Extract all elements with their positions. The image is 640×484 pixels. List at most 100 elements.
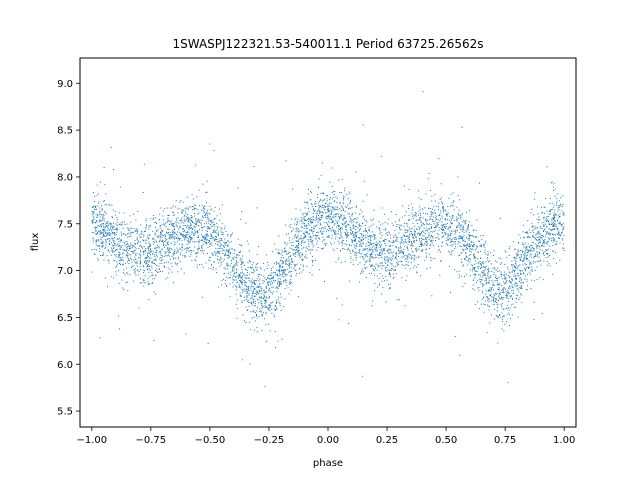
data-point: [106, 229, 108, 231]
data-point: [194, 232, 196, 234]
data-point: [497, 270, 499, 272]
data-point: [125, 281, 127, 283]
data-point: [305, 235, 306, 237]
data-point: [244, 285, 246, 287]
data-point: [191, 238, 192, 240]
data-point: [491, 296, 493, 298]
data-point: [148, 256, 150, 258]
data-point: [493, 266, 495, 268]
data-point: [408, 253, 410, 255]
data-point: [478, 289, 480, 291]
data-point: [505, 278, 506, 280]
data-point: [143, 280, 145, 281]
data-point: [456, 226, 458, 228]
data-point: [294, 219, 296, 221]
data-point: [226, 276, 228, 278]
data-point: [373, 242, 375, 244]
data-point: [145, 218, 147, 220]
data-point: [357, 237, 359, 238]
data-point: [520, 285, 522, 287]
data-point: [375, 254, 377, 256]
data-point: [530, 288, 532, 290]
data-point: [442, 227, 443, 228]
data-point: [204, 237, 206, 239]
data-point: [429, 223, 431, 225]
data-point: [448, 227, 450, 229]
data-point: [438, 245, 439, 247]
data-point: [94, 254, 96, 255]
data-point: [258, 315, 260, 317]
data-point: [189, 255, 191, 257]
data-point: [129, 233, 131, 235]
data-point: [350, 220, 352, 222]
data-point: [532, 236, 534, 237]
data-point: [91, 232, 93, 233]
data-point: [378, 221, 380, 223]
data-point: [527, 274, 529, 275]
data-point: [489, 260, 491, 262]
data-point: [463, 234, 465, 236]
data-point: [379, 240, 380, 242]
data-point: [504, 250, 506, 252]
data-point: [233, 264, 235, 266]
data-point: [143, 266, 145, 268]
data-point: [430, 227, 432, 229]
data-point: [91, 211, 93, 213]
data-point: [265, 279, 267, 280]
data-point: [387, 269, 389, 271]
data-point: [563, 211, 565, 213]
data-point: [416, 266, 418, 268]
data-point: [473, 255, 475, 257]
data-point: [264, 300, 265, 301]
data-point: [173, 238, 175, 240]
data-point: [369, 264, 371, 266]
data-point: [264, 303, 266, 305]
data-point: [237, 281, 238, 283]
data-point: [156, 252, 157, 254]
data-point: [202, 207, 204, 209]
data-point: [294, 256, 296, 258]
data-point: [160, 257, 162, 258]
data-point: [493, 250, 495, 252]
data-point: [526, 249, 528, 251]
data-point: [554, 223, 556, 225]
data-point: [349, 207, 351, 209]
data-point: [314, 209, 316, 211]
data-point: [525, 268, 527, 270]
data-point: [495, 294, 497, 296]
data-point: [95, 240, 97, 242]
data-point: [483, 266, 485, 268]
data-point: [503, 281, 504, 283]
data-point: [337, 225, 339, 227]
data-point: [199, 205, 200, 207]
data-point: [344, 243, 346, 245]
data-point: [461, 227, 463, 229]
data-point: [158, 247, 160, 249]
data-point: [183, 222, 185, 224]
data-point: [313, 209, 314, 211]
data-point: [536, 233, 538, 235]
data-point: [187, 217, 189, 219]
data-point: [528, 237, 530, 239]
data-point: [499, 282, 501, 284]
data-point: [301, 244, 302, 246]
data-point: [310, 221, 312, 223]
data-point: [480, 281, 481, 283]
data-point: [547, 220, 549, 222]
data-point: [322, 236, 324, 238]
data-point: [362, 237, 363, 239]
data-point: [371, 219, 373, 221]
data-point: [335, 238, 337, 240]
data-point: [118, 245, 120, 247]
data-point: [559, 237, 560, 239]
data-point: [449, 242, 451, 244]
data-point: [321, 207, 323, 209]
data-point: [294, 246, 296, 248]
data-point: [305, 250, 307, 252]
data-point: [511, 298, 513, 300]
data-point: [336, 223, 338, 225]
data-point: [152, 263, 154, 264]
data-point: [351, 245, 353, 247]
data-point: [179, 260, 181, 262]
data-point: [217, 244, 219, 246]
